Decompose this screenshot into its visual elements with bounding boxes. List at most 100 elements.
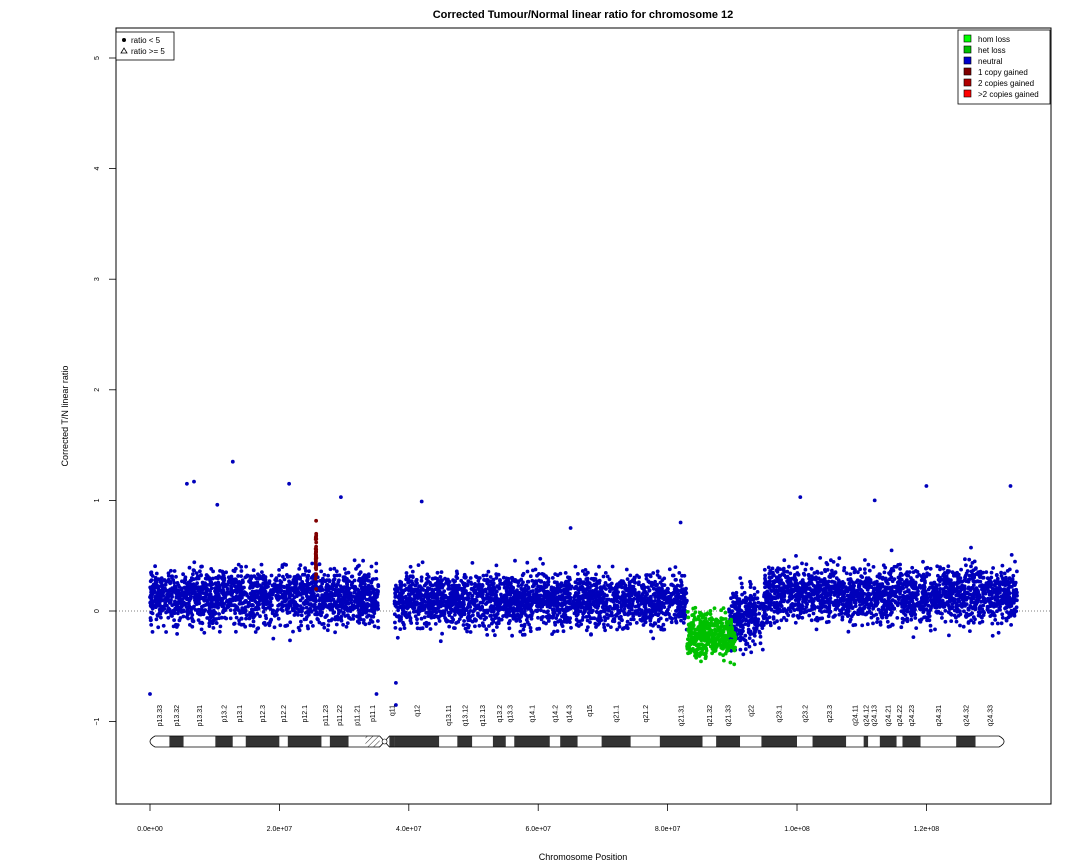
data-point-neutral xyxy=(333,617,338,622)
data-point-neutral xyxy=(149,623,154,627)
data-point-neutral xyxy=(282,599,287,604)
data-point-neutral xyxy=(432,576,437,581)
data-point-neutral xyxy=(734,590,739,595)
data-point-neutral xyxy=(162,578,167,582)
data-point-neutral xyxy=(651,636,656,641)
data-point-neutral xyxy=(539,608,543,613)
data-point-neutral xyxy=(643,603,647,608)
data-point-neutral xyxy=(446,578,450,583)
data-point-neutral xyxy=(371,590,376,595)
data-point-neutral xyxy=(568,591,572,596)
data-point-neutral xyxy=(239,565,244,569)
data-point-neutral xyxy=(310,561,315,566)
data-point-neutral xyxy=(221,592,226,597)
data-point-neutral xyxy=(538,593,542,598)
data-point-neutral xyxy=(524,583,528,588)
data-point-neutral xyxy=(297,628,302,633)
data-point-neutral xyxy=(594,609,599,614)
data-point-neutral xyxy=(569,605,573,610)
data-point-neutral xyxy=(237,621,242,626)
data-point-neutral xyxy=(343,599,348,603)
data-point-neutral xyxy=(648,611,653,615)
data-point-neutral xyxy=(473,583,478,587)
data-point-neutral xyxy=(285,611,290,615)
data-point-neutral xyxy=(681,621,686,625)
data-point-neutral xyxy=(596,618,600,623)
data-point-neutral xyxy=(575,602,580,607)
data-point-neutral xyxy=(258,588,263,592)
data-point-neutral xyxy=(437,600,442,605)
data-point-neutral xyxy=(370,577,375,582)
data-point-neutral xyxy=(316,617,320,622)
data-point-neutral xyxy=(456,604,461,609)
data-point-neutral xyxy=(415,626,420,631)
data-point-neutral xyxy=(741,629,745,633)
data-point-neutral xyxy=(468,630,473,634)
data-point-neutral xyxy=(276,616,281,621)
data-point-neutral xyxy=(758,634,763,639)
data-point-neutral xyxy=(449,619,453,624)
data-point-neutral xyxy=(263,575,268,579)
data-point-neutral xyxy=(319,578,324,583)
data-point-neutral xyxy=(203,608,208,612)
data-point-neutral xyxy=(357,578,361,583)
data-point-neutral xyxy=(633,575,637,580)
data-point-neutral xyxy=(495,611,500,616)
data-point-neutral xyxy=(629,592,634,596)
data-point-neutral xyxy=(581,594,586,598)
data-point-neutral xyxy=(352,590,357,595)
data-point-neutral xyxy=(522,622,527,627)
data-point-neutral xyxy=(429,615,434,620)
data-point-neutral xyxy=(181,614,186,619)
data-point-neutral xyxy=(297,575,301,579)
data-point-neutral xyxy=(283,592,288,597)
data-point-neutral xyxy=(201,612,206,617)
data-point-neutral xyxy=(620,585,624,590)
data-point-neutral xyxy=(267,579,272,583)
data-point-neutral xyxy=(560,593,564,598)
data-point-neutral xyxy=(376,607,380,611)
data-point-neutral xyxy=(522,632,527,637)
data-point-neutral xyxy=(179,593,184,598)
data-point-neutral xyxy=(613,606,617,611)
data-point-neutral xyxy=(149,618,153,622)
data-point-neutral xyxy=(507,626,512,631)
data-point-neutral xyxy=(492,613,497,618)
data-point-neutral xyxy=(269,573,274,578)
data-point-neutral xyxy=(615,627,619,632)
data-point-neutral xyxy=(329,598,333,603)
data-point-neutral xyxy=(192,560,197,565)
data-point-neutral xyxy=(251,603,255,608)
data-point-neutral xyxy=(396,608,400,613)
data-point-neutral xyxy=(243,600,248,604)
data-point-neutral xyxy=(603,628,607,633)
data-point-neutral xyxy=(536,615,540,620)
data-point-neutral xyxy=(334,605,339,610)
data-point-neutral xyxy=(276,584,280,589)
data-point-neutral xyxy=(234,615,239,620)
data-point-neutral xyxy=(737,607,741,612)
data-point-neutral xyxy=(345,613,350,618)
data-point-neutral xyxy=(656,590,660,595)
data-point-neutral xyxy=(287,579,291,584)
data-point-neutral xyxy=(157,599,162,604)
data-point-neutral xyxy=(170,586,175,591)
data-point-neutral xyxy=(664,617,669,622)
data-point-neutral xyxy=(465,629,469,634)
data-point-neutral xyxy=(330,586,335,591)
data-point-neutral xyxy=(338,609,343,613)
data-point-neutral xyxy=(270,583,275,588)
data-point-neutral xyxy=(199,585,203,590)
data-point-neutral xyxy=(631,617,636,622)
data-point-neutral xyxy=(228,616,233,621)
data-point-neutral xyxy=(263,583,267,588)
data-point-neutral xyxy=(288,638,292,643)
data-point-neutral xyxy=(419,578,424,583)
data-point-neutral xyxy=(648,594,653,599)
data-point-neutral xyxy=(186,601,191,606)
data-point-neutral xyxy=(541,620,546,625)
data-point-neutral xyxy=(357,572,362,576)
data-point-neutral xyxy=(440,603,445,608)
data-point-neutral xyxy=(239,569,244,573)
data-point-neutral xyxy=(603,603,608,608)
